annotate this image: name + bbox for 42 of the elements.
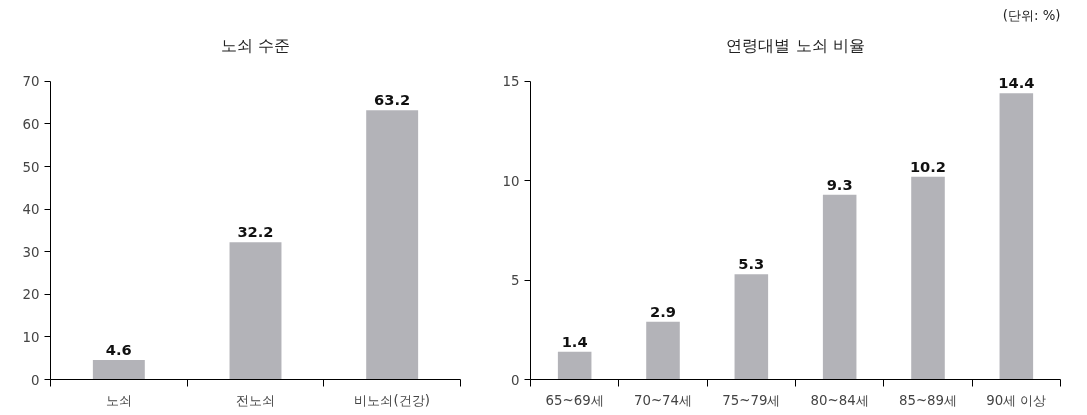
bar xyxy=(999,93,1034,380)
text: (단위: %) xyxy=(1002,7,1061,23)
chart-title: 노쇠 수준 xyxy=(220,35,291,55)
data-label: 4.6 xyxy=(105,340,132,358)
x-tick-label: 70~74세 xyxy=(633,392,693,408)
data-label: 9.3 xyxy=(826,175,853,193)
data-label: 1.4 xyxy=(561,332,588,350)
bar xyxy=(366,110,419,380)
data-label: 32.2 xyxy=(237,223,274,241)
data-label: 2.9 xyxy=(650,302,676,320)
bar xyxy=(92,359,145,380)
y-tick-label: 70 xyxy=(22,74,40,90)
x-tick-label: 80~84세 xyxy=(810,392,869,408)
bar xyxy=(229,242,282,380)
y-tick-label: 10 xyxy=(22,329,40,345)
data-label: 63.2 xyxy=(374,91,411,109)
bar xyxy=(557,351,592,380)
data-label: 5.3 xyxy=(738,255,765,273)
x-tick-label: 비노쇠(건강) xyxy=(354,392,430,408)
data-label: 14.4 xyxy=(998,74,1035,92)
bar xyxy=(734,274,769,380)
x-tick-label: 노쇠 xyxy=(105,392,132,408)
data-label: 10.2 xyxy=(909,157,947,175)
y-tick-label: 50 xyxy=(22,159,40,175)
y-tick-label: 60 xyxy=(22,116,40,132)
x-tick-label: 90세 이상 xyxy=(986,392,1047,408)
bar xyxy=(822,194,857,380)
y-tick-label: 0 xyxy=(511,372,520,388)
y-tick-label: 5 xyxy=(511,273,520,289)
x-tick-label: 전노쇠 xyxy=(236,392,275,408)
y-tick-label: 15 xyxy=(502,74,520,90)
y-tick-label: 0 xyxy=(31,372,40,388)
y-tick-label: 20 xyxy=(22,287,40,303)
x-tick-label: 85~89세 xyxy=(898,392,958,408)
y-tick-label: 10 xyxy=(502,173,520,189)
x-tick-label: 75~79세 xyxy=(722,392,781,408)
bar xyxy=(911,176,945,380)
x-tick-label: 65~69세 xyxy=(545,392,604,408)
bar xyxy=(646,321,680,380)
y-tick-label: 30 xyxy=(22,244,40,260)
y-tick-label: 40 xyxy=(22,202,40,218)
chart-title: 연령대별 노쇠 비율 xyxy=(726,35,865,55)
